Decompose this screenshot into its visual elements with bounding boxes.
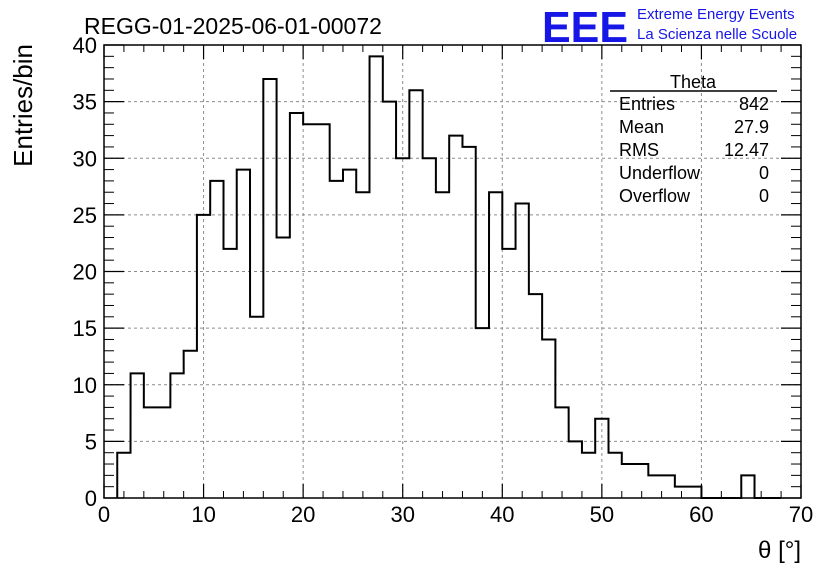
y-tick-label: 20 <box>73 260 97 285</box>
histogram-bin <box>237 170 250 498</box>
y-tick-label: 35 <box>73 90 97 115</box>
histogram-bin <box>662 475 675 498</box>
histogram-bin <box>582 453 595 498</box>
histogram-bin <box>502 249 515 498</box>
histogram-bin <box>542 339 555 498</box>
histogram-bin <box>741 475 754 498</box>
x-tick-label: 0 <box>98 502 110 527</box>
histogram-bin <box>622 464 635 498</box>
histogram-bin <box>370 56 383 498</box>
histogram-bin <box>316 124 329 498</box>
histogram-bin <box>383 102 396 498</box>
histogram-bin <box>529 294 542 498</box>
eee-logo: EEE Extreme Energy Events La Scienza nel… <box>542 3 797 52</box>
logo-line-1: Extreme Energy Events <box>637 6 795 23</box>
y-tick-label: 40 <box>73 33 97 58</box>
histogram-bin <box>157 407 170 498</box>
x-tick-label: 50 <box>590 502 614 527</box>
stats-value-entries: 842 <box>739 94 769 114</box>
histogram-bin <box>516 204 529 498</box>
y-tick-label: 0 <box>85 486 97 511</box>
histogram-bin <box>476 328 489 498</box>
y-tick-labels: 0 5 10 15 20 25 30 35 40 <box>73 33 97 511</box>
x-tick-label: 60 <box>689 502 713 527</box>
histogram-bin <box>250 317 263 498</box>
x-tick-label: 70 <box>789 502 813 527</box>
y-tick-label: 10 <box>73 373 97 398</box>
histogram-bin <box>462 147 475 498</box>
x-tick-label: 10 <box>191 502 215 527</box>
stats-label-underflow: Underflow <box>619 163 701 183</box>
stats-value-overflow: 0 <box>759 186 769 206</box>
histogram-bin <box>223 249 236 498</box>
histogram-bin <box>648 475 661 498</box>
histogram-bin <box>263 79 276 498</box>
stats-value-rms: 12.47 <box>724 140 769 160</box>
histogram-bin <box>436 192 449 498</box>
histogram-bin <box>449 136 462 498</box>
histogram-bin <box>343 170 356 498</box>
histogram-outline <box>116 55 782 499</box>
y-tick-label: 30 <box>73 146 97 171</box>
histogram-bin <box>569 441 582 498</box>
x-axis-label: θ [°] <box>758 537 801 564</box>
stats-label-rms: RMS <box>619 140 659 160</box>
histogram-bin <box>330 181 343 498</box>
histogram-bin <box>409 90 422 498</box>
axis-ticks <box>103 44 802 499</box>
stats-label-overflow: Overflow <box>619 186 691 206</box>
histogram-bin <box>555 407 568 498</box>
histogram-bin <box>688 487 701 498</box>
histogram-bin <box>609 453 622 498</box>
logo-mark: EEE <box>542 3 628 52</box>
histogram-bin <box>184 351 197 498</box>
y-tick-label: 15 <box>73 316 97 341</box>
histogram-bin <box>210 181 223 498</box>
grid-lines <box>104 45 801 498</box>
histogram-bin <box>131 373 144 498</box>
x-tick-label: 30 <box>390 502 414 527</box>
histogram-bin <box>303 124 316 498</box>
stats-box: Theta Entries 842 Mean 27.9 RMS 12.47 Un… <box>610 72 777 206</box>
histogram-bin <box>290 113 303 498</box>
stats-value-underflow: 0 <box>759 163 769 183</box>
y-axis-label: Entries/bin <box>8 44 38 167</box>
chart-title: REGG-01-2025-06-01-00072 <box>84 13 382 39</box>
histogram-bin <box>144 407 157 498</box>
y-tick-label: 25 <box>73 203 97 228</box>
logo-line-2: La Scienza nelle Scuole <box>637 26 797 43</box>
y-tick-label: 5 <box>85 429 97 454</box>
stats-title: Theta <box>670 72 717 92</box>
histogram-bin <box>170 373 183 498</box>
x-tick-labels: 0 10 20 30 40 50 60 70 <box>98 502 813 527</box>
x-tick-label: 20 <box>291 502 315 527</box>
histogram-bin <box>489 192 502 498</box>
stats-value-mean: 27.9 <box>734 117 769 137</box>
histogram-bin <box>356 192 369 498</box>
histogram-bin <box>277 238 290 498</box>
x-tick-label: 40 <box>490 502 514 527</box>
stats-label-mean: Mean <box>619 117 664 137</box>
stats-label-entries: Entries <box>619 94 675 114</box>
